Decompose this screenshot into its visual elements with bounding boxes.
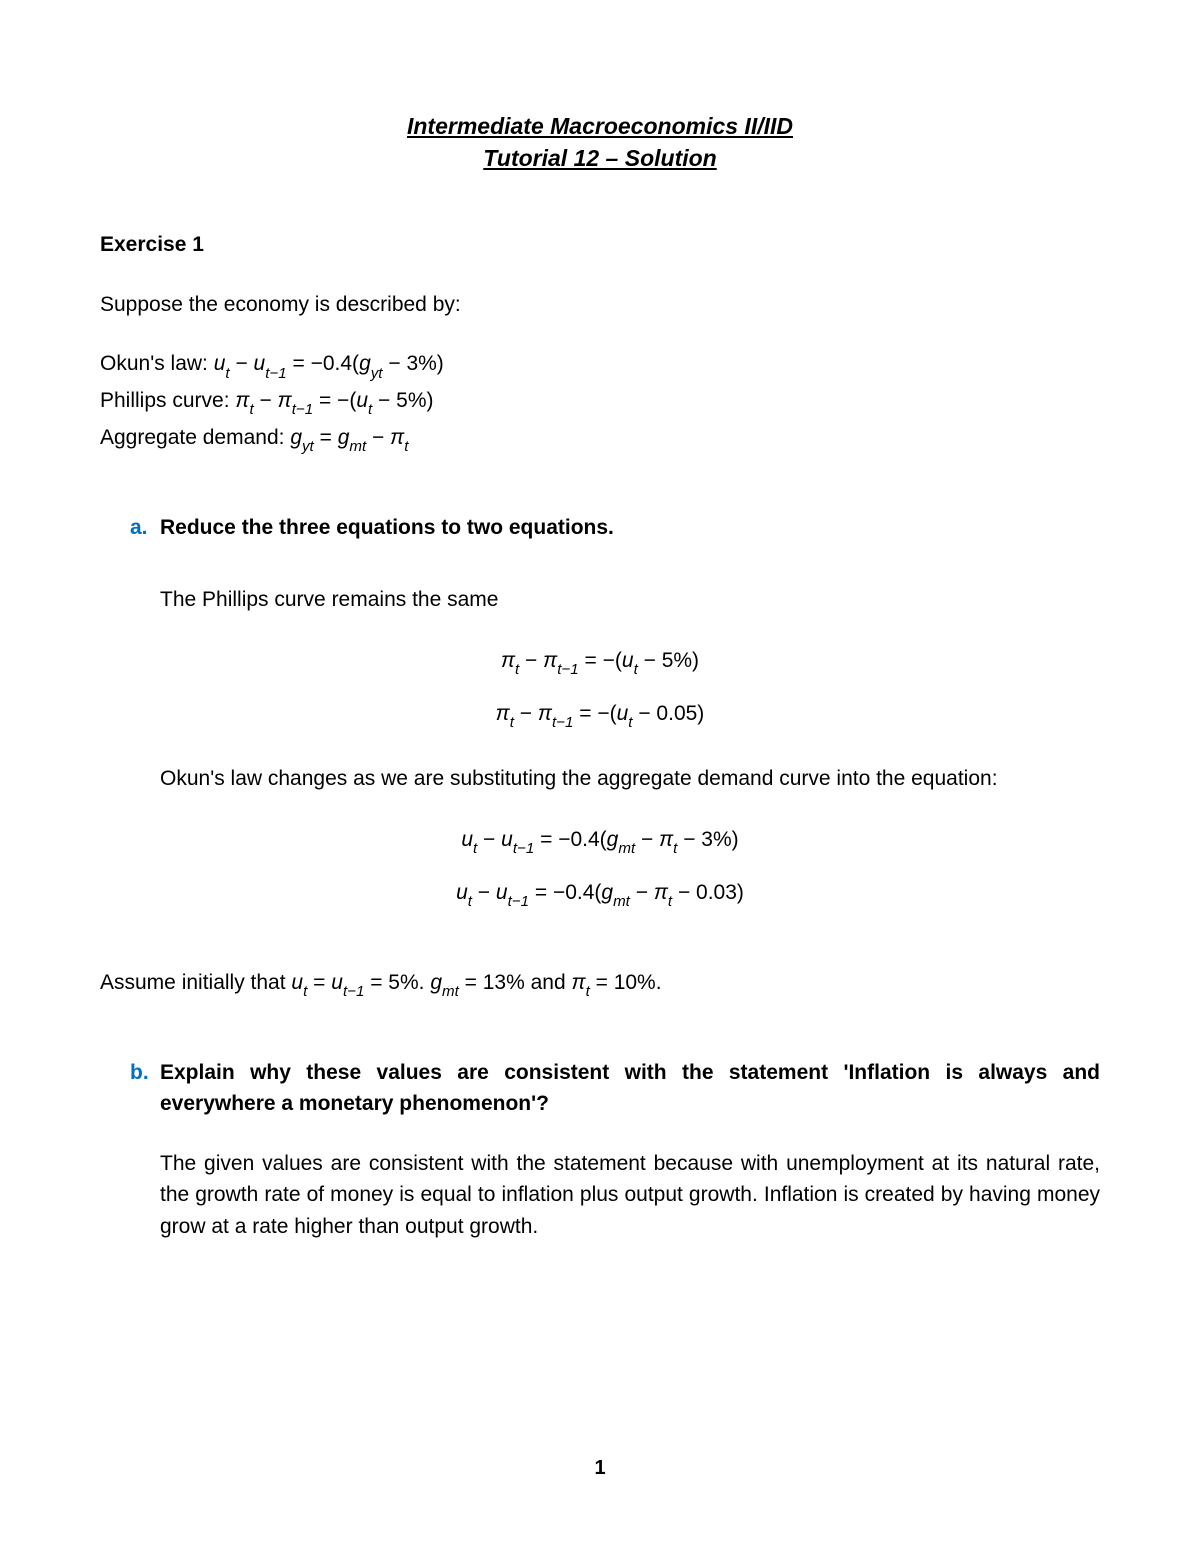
- part-b-answer: The given values are consistent with the…: [160, 1148, 1100, 1243]
- okun-label: Okun's law:: [100, 352, 214, 375]
- phillips-label: Phillips curve:: [100, 389, 235, 412]
- part-a-letter: a.: [130, 512, 160, 544]
- title-line-2: Tutorial 12 – Solution: [100, 142, 1100, 174]
- assume-mid2: = 13% and: [459, 971, 572, 994]
- part-a-text: Reduce the three equations to two equati…: [160, 512, 1100, 544]
- exercise-intro: Suppose the economy is described by:: [100, 289, 1100, 321]
- part-a-line2: Okun's law changes as we are substitutin…: [160, 763, 1100, 795]
- okun-reduced-2: ut − ut−1 = −0.4(gmt − πt − 0.03): [100, 877, 1100, 912]
- title-block: Intermediate Macroeconomics II/IID Tutor…: [100, 110, 1100, 174]
- page-number: 1: [0, 1453, 1200, 1483]
- title-line-1: Intermediate Macroeconomics II/IID: [100, 110, 1100, 142]
- document-page: Intermediate Macroeconomics II/IID Tutor…: [0, 0, 1200, 1553]
- model-equations: Okun's law: ut − ut−1 = −0.4(gyt − 3%) P…: [100, 348, 1100, 457]
- exercise-heading: Exercise 1: [100, 229, 1100, 261]
- assume-mid1: = 5%.: [364, 971, 430, 994]
- okuns-law-equation: Okun's law: ut − ut−1 = −0.4(gyt − 3%): [100, 348, 1100, 383]
- phillips-curve-equation: Phillips curve: πt − πt−1 = −(ut − 5%): [100, 385, 1100, 420]
- part-a-line1: The Phillips curve remains the same: [160, 584, 1100, 616]
- part-a-prompt: a. Reduce the three equations to two equ…: [130, 512, 1100, 544]
- part-b-prompt: b. Explain why these values are consiste…: [130, 1057, 1100, 1120]
- okun-reduced-1: ut − ut−1 = −0.4(gmt − πt − 3%): [100, 824, 1100, 859]
- phillips-reduced-1: πt − πt−1 = −(ut − 5%): [100, 645, 1100, 680]
- part-b-letter: b.: [130, 1057, 160, 1120]
- assume-suffix: = 10%.: [590, 971, 662, 994]
- aggregate-demand-equation: Aggregate demand: gyt = gmt − πt: [100, 422, 1100, 457]
- assume-line: Assume initially that ut = ut−1 = 5%. gm…: [100, 967, 1100, 1002]
- part-b-text: Explain why these values are consistent …: [160, 1057, 1100, 1120]
- ad-label: Aggregate demand:: [100, 426, 290, 449]
- phillips-reduced-2: πt − πt−1 = −(ut − 0.05): [100, 698, 1100, 733]
- assume-prefix: Assume initially that: [100, 971, 291, 994]
